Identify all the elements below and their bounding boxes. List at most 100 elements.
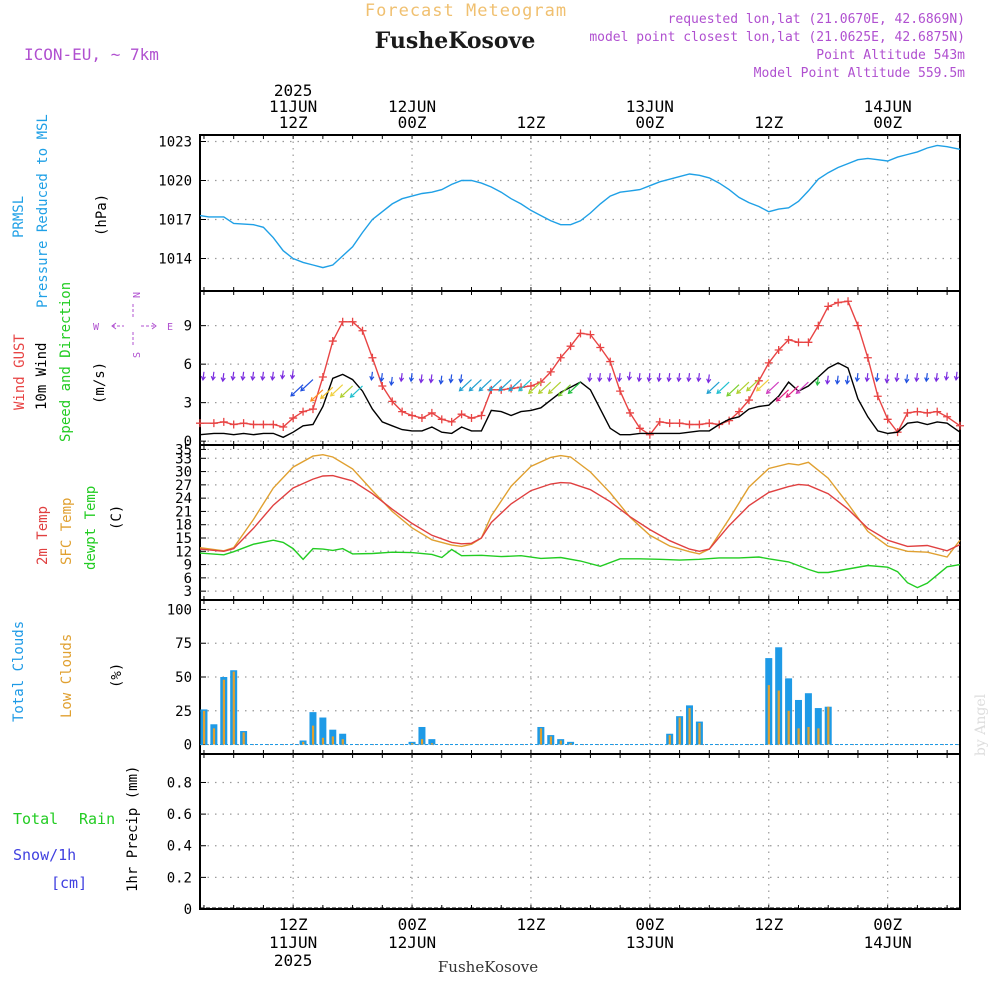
wind-arrowhead [636, 377, 642, 383]
wind-arrow [400, 373, 403, 382]
cloud-ytick-label: 25 [175, 704, 192, 720]
precip-rain-label: Rain [79, 810, 115, 828]
sfc-temp-line [199, 453, 961, 558]
wind-arrow [310, 389, 324, 402]
wind-arrow [915, 373, 918, 382]
wind-arrow [508, 379, 522, 392]
wind-arrowhead [508, 386, 514, 392]
wind-arrow [518, 379, 532, 392]
wind-arrowhead [716, 389, 722, 395]
wind-arrowhead [815, 381, 821, 387]
gust-marker [675, 419, 684, 428]
gust-marker [427, 408, 436, 417]
wind-arrow [261, 371, 265, 380]
gust-marker [705, 419, 714, 428]
low-cloud-bar [311, 725, 315, 745]
watermark: by Angel [973, 693, 989, 756]
prmsl-line [199, 144, 961, 269]
wind-arrow [716, 381, 730, 394]
precip-frame [199, 753, 961, 910]
temp-ytick-label: 35 [175, 442, 192, 458]
wind-arrowhead [706, 389, 712, 395]
wind-arrow [895, 373, 899, 382]
wind-arrowhead [418, 378, 424, 384]
wind-arrow [925, 373, 928, 382]
cloud-ytick-label: 50 [175, 670, 192, 686]
wind-arrowhead [587, 377, 593, 383]
wind-arrow [628, 371, 631, 380]
bottom-time-label: 13JUN [626, 933, 674, 952]
bottom-time-label: 2025 [274, 951, 313, 970]
wind-arrowhead [379, 377, 385, 383]
low-cloud-bar [232, 671, 235, 745]
wind-arrowhead [250, 375, 256, 382]
gust-marker [626, 408, 635, 417]
wind-arrowhead [646, 377, 652, 383]
low-cloud-bar [668, 735, 671, 745]
temp-frame [199, 444, 961, 601]
wind-arrow [756, 379, 770, 392]
wind10-line [199, 362, 961, 439]
cloud-ytick-label: 0 [184, 738, 192, 754]
wind-arrow [370, 371, 374, 380]
gust-marker [437, 415, 446, 424]
precip-ytick-label: 0.2 [167, 870, 192, 886]
temp-ytick-label: 30 [175, 465, 192, 481]
gust-marker [219, 417, 228, 426]
wind-arrow [222, 373, 225, 382]
wind-arrowhead [686, 377, 692, 383]
wind-arrowhead [953, 375, 959, 382]
top-time-label: 14JUN [864, 97, 912, 116]
wind-arrowhead [200, 375, 206, 382]
gust-marker [477, 411, 486, 420]
wind-unit: (m/s) [92, 362, 108, 404]
wind-arrow [340, 385, 354, 398]
wind-arrow [251, 371, 255, 380]
total-cloud-bar [319, 717, 327, 745]
gust-marker [318, 372, 327, 381]
gust-marker [596, 343, 605, 352]
wind-arrow [618, 373, 621, 382]
wind-arrowhead [943, 375, 950, 382]
top-time-label: 2025 [274, 81, 313, 100]
temp-ytick-label: 21 [175, 504, 192, 520]
gust-marker [526, 381, 535, 390]
wind-arrowhead [884, 378, 890, 384]
wind-arrowhead [914, 377, 920, 383]
gust-marker [923, 408, 932, 417]
point-altitude: Point Altitude 543m [816, 48, 965, 63]
wind-arrow [766, 381, 780, 394]
wind-arrow [608, 373, 611, 382]
wind-arrowhead [726, 391, 732, 397]
gust-marker [348, 317, 357, 326]
total-cloud-bar [804, 693, 812, 745]
wind-arrowhead [369, 375, 375, 382]
top-time-label: 12Z [754, 113, 783, 132]
low-cloud-bar [688, 708, 691, 745]
gust-marker [209, 419, 218, 428]
top-time-label: 12JUN [388, 97, 436, 116]
precip-ytick-label: 0.6 [167, 807, 192, 823]
wind-arrow [330, 384, 344, 397]
wind-arrow [281, 370, 284, 379]
wind-arrow [459, 379, 472, 392]
wind-arrow [588, 373, 591, 382]
temp-ytick-label: 24 [175, 491, 192, 507]
low-cloud-bar [222, 679, 225, 745]
gust-marker [289, 414, 298, 423]
pressure-ytick-label: 1020 [158, 174, 192, 190]
precip-labels: Total Rain Snow/1h [cm] 1hr Precip (mm) [13, 766, 141, 892]
pressure-labels: PRMSL Pressure Reduced to MSL (hPa) [11, 114, 110, 308]
footer-location: FusheKosove [438, 958, 538, 976]
low-cloud-bar [302, 741, 305, 745]
gust-marker [398, 407, 407, 416]
wind-arrowhead [597, 377, 603, 383]
wind-arrow [300, 379, 314, 392]
wind-arrowhead [349, 393, 355, 398]
wind-arrowhead [458, 378, 464, 384]
wind-arrow [440, 375, 443, 384]
top-time-label: 00Z [873, 113, 902, 132]
wind-arrowhead [498, 386, 504, 392]
wind-arrow [548, 381, 562, 394]
